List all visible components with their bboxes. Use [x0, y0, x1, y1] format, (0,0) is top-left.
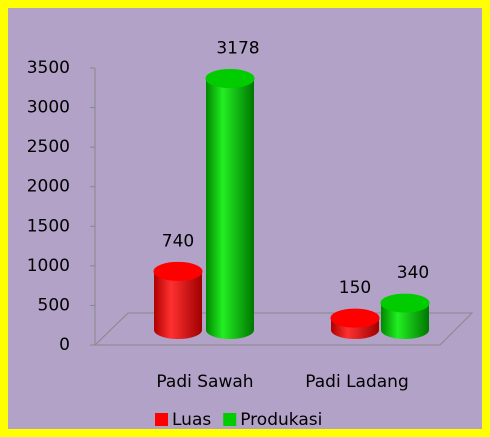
bar: [154, 271, 202, 330]
floor: [93, 312, 474, 346]
bar-top: [205, 68, 255, 88]
legend-swatch: [155, 413, 168, 426]
bar-top: [380, 293, 430, 313]
legend-swatch: [223, 413, 237, 426]
bar: [206, 78, 254, 330]
bar-top: [330, 308, 380, 328]
y-tick-label: 0: [59, 335, 70, 355]
legend-label: Produkasi: [240, 410, 322, 430]
y-tick-label: 2500: [27, 137, 70, 157]
data-label: 340: [397, 263, 429, 283]
x-tick-label: Padi Sawah: [156, 372, 253, 392]
bar-top: [153, 261, 203, 281]
y-tick-label: 500: [38, 295, 70, 315]
y-tick-label: 1000: [27, 256, 70, 276]
data-label: 3178: [216, 38, 259, 58]
x-tick-label: Padi Ladang: [305, 372, 409, 392]
legend-label: Luas: [172, 410, 211, 430]
y-tick-label: 3500: [27, 58, 70, 78]
y-tick-label: 2000: [27, 177, 70, 197]
data-label: 150: [339, 278, 371, 298]
y-tick-label: 3000: [27, 98, 70, 118]
y-tick-label: 1500: [27, 216, 70, 236]
data-label: 740: [162, 231, 194, 251]
